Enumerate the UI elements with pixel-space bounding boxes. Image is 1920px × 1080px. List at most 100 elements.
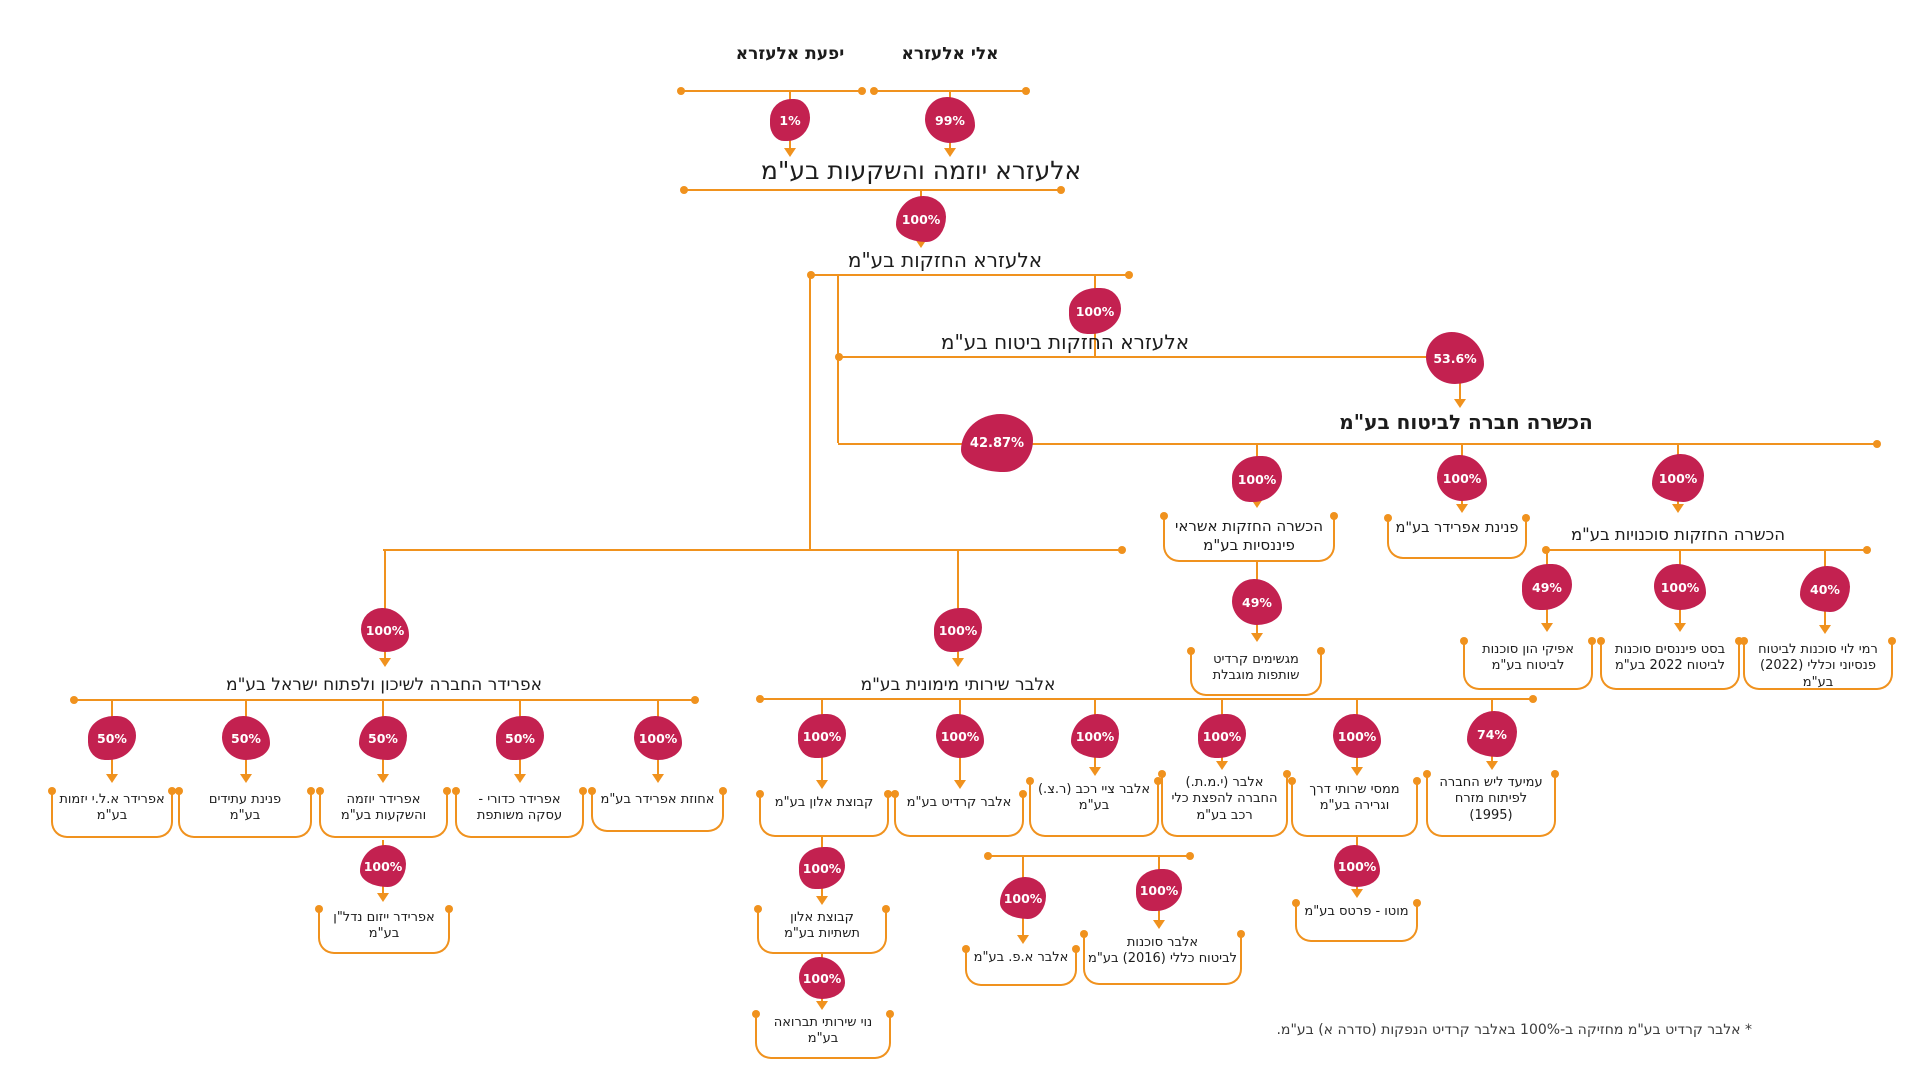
company-name-hachshara: הכשרה חברה לביטוח בע"מ bbox=[1339, 410, 1593, 434]
connector-line bbox=[384, 549, 386, 659]
ownership-pct-blob: 1% bbox=[770, 99, 810, 141]
arrow-down-icon bbox=[952, 658, 964, 667]
arrow-down-icon bbox=[1486, 761, 1498, 770]
company-bracket-credit-fin: הכשרה החזקות אשראי פיננסיות בע"מ bbox=[1160, 512, 1338, 562]
company-bracket-alon-infra: קבוצת אלון תשתיות בע"מ bbox=[754, 905, 890, 954]
ownership-pct-blob: 100% bbox=[361, 608, 409, 652]
arrow-down-icon bbox=[1089, 767, 1101, 776]
arrow-down-icon bbox=[816, 896, 828, 905]
arrow-down-icon bbox=[1351, 767, 1363, 776]
ownership-pct-blob: 100% bbox=[1333, 714, 1381, 758]
company-bracket-albar-yamat: אלבר (י.מ.ת.) החברה להפצת כלי רכב בע"מ bbox=[1158, 770, 1291, 837]
arrow-down-icon bbox=[1351, 889, 1363, 898]
company-bracket-amiad: עמיעד ליש החברה לפיתוח מזרח (1995) bbox=[1423, 770, 1559, 837]
arrow-down-icon bbox=[1819, 625, 1831, 634]
company-bracket-afridar-yizum: אפרידר ייזום נדל"ן בע"מ bbox=[315, 905, 453, 954]
connector-line bbox=[957, 549, 959, 659]
company-name-ins-holdings: אלעזרא החזקות ביטוח בע"מ bbox=[940, 330, 1190, 354]
company-bracket-albar-af: אלבר א.פ. בע"מ bbox=[962, 945, 1080, 986]
ownership-pct-blob: 40% bbox=[1800, 566, 1850, 612]
connector-line bbox=[756, 695, 1537, 703]
company-bracket-afikei-hon: אפיקי הון סוכנות לביטוח בע"מ bbox=[1460, 637, 1596, 690]
arrow-down-icon bbox=[379, 658, 391, 667]
connector-line bbox=[809, 274, 811, 551]
connector-line bbox=[70, 696, 699, 704]
connector-line bbox=[1542, 546, 1871, 554]
ownership-pct-blob: 50% bbox=[496, 716, 544, 760]
company-bracket-alon-group: קבוצת אלון בע"מ bbox=[756, 790, 892, 837]
arrow-down-icon bbox=[652, 774, 664, 783]
company-name-yifat: יפעת אלעזרא bbox=[735, 44, 845, 64]
ownership-pct-blob: 100% bbox=[1069, 288, 1121, 334]
company-bracket-rami-levi: רמי לוי סוכנות לביטוח פנסיוני וכללי (202… bbox=[1740, 637, 1896, 690]
ownership-pct-blob: 50% bbox=[359, 716, 407, 760]
ownership-pct-blob: 100% bbox=[1654, 564, 1706, 610]
arrow-down-icon bbox=[1251, 499, 1263, 508]
company-bracket-albar-fleets: אלבר ציי רכב (ר.צ.) בע"מ bbox=[1026, 777, 1162, 837]
connector-line bbox=[383, 546, 1126, 554]
ownership-pct-blob: 100% bbox=[1652, 454, 1704, 502]
connector-line bbox=[984, 852, 1194, 860]
ownership-pct-blob: 100% bbox=[1198, 714, 1246, 758]
company-bracket-noy: נוי שירותי תברואה בע"מ bbox=[752, 1010, 894, 1059]
company-bracket-mamsi: ממסי שרותי דרך וגרירה בע"מ bbox=[1288, 777, 1421, 837]
ownership-pct-blob: 100% bbox=[1232, 456, 1282, 502]
ownership-pct-blob: 42.87% bbox=[961, 414, 1033, 472]
ownership-pct-blob: 100% bbox=[934, 608, 982, 652]
company-name-holdings: אלעזרא החזקות בע"מ bbox=[847, 248, 1043, 272]
arrow-down-icon bbox=[1216, 761, 1228, 770]
ownership-pct-blob: 100% bbox=[798, 714, 846, 758]
arrow-down-icon bbox=[784, 148, 796, 157]
ownership-pct-blob: 100% bbox=[896, 196, 946, 242]
ownership-pct-blob: 49% bbox=[1232, 579, 1282, 625]
arrow-down-icon bbox=[514, 774, 526, 783]
arrow-down-icon bbox=[1251, 633, 1263, 642]
connector-line bbox=[838, 440, 1881, 448]
arrow-down-icon bbox=[106, 774, 118, 783]
arrow-down-icon bbox=[1456, 504, 1468, 513]
ownership-pct-blob: 100% bbox=[799, 957, 845, 999]
company-name-eli: אלי אלעזרא bbox=[901, 44, 999, 64]
company-bracket-pninat-afridar: פנינת אפרידר בע"מ bbox=[1384, 514, 1530, 559]
arrow-down-icon bbox=[1017, 935, 1029, 944]
ownership-pct-blob: 74% bbox=[1467, 711, 1517, 757]
ownership-pct-blob: 50% bbox=[88, 716, 136, 760]
company-bracket-afridar-ali: אפרידר א.ל.י יזמות בע"מ bbox=[48, 787, 176, 838]
ownership-pct-blob: 50% bbox=[222, 716, 270, 760]
arrow-down-icon bbox=[1674, 623, 1686, 632]
connector-line bbox=[835, 353, 1452, 361]
arrow-down-icon bbox=[377, 774, 389, 783]
company-bracket-moto: מוטו - פרטס בע"מ bbox=[1292, 899, 1421, 942]
arrow-down-icon bbox=[1541, 623, 1553, 632]
connector-line bbox=[837, 274, 839, 443]
ownership-pct-blob: 49% bbox=[1522, 564, 1572, 610]
company-bracket-afridar-yozma: אפרידר יוזמה והשקעות בע"מ bbox=[316, 787, 451, 838]
arrow-down-icon bbox=[240, 774, 252, 783]
company-name-albar: אלבר שירותי מימונית בע"מ bbox=[860, 675, 1056, 695]
ownership-pct-blob: 100% bbox=[1071, 714, 1119, 758]
ownership-pct-blob: 100% bbox=[1437, 455, 1487, 501]
company-bracket-best-finances: בסט פיננסים סוכנות לביטוח 2022 בע"מ bbox=[1597, 637, 1743, 690]
arrow-down-icon bbox=[944, 148, 956, 157]
company-name-afridar: אפרידר החברה לשיכון ולפתוח ישראל בע"מ bbox=[226, 675, 542, 695]
company-bracket-ahuzat-afridar: אחוזת אפרידר בע"מ bbox=[588, 787, 727, 832]
company-bracket-afridar-kaduri: אפרידר כדורי - עסקה משותפת bbox=[452, 787, 587, 838]
ownership-pct-blob: 100% bbox=[634, 716, 682, 760]
ownership-pct-blob: 100% bbox=[936, 714, 984, 758]
connector-line bbox=[807, 271, 1133, 279]
ownership-pct-blob: 100% bbox=[1334, 845, 1380, 887]
connector-line bbox=[677, 87, 866, 95]
company-name-initiative: אלעזרא יוזמה והשקעות בע"מ bbox=[760, 156, 1082, 185]
company-bracket-magshimim: מגשימים קרדיט שותפות מוגבלת bbox=[1187, 647, 1325, 696]
footnote-text: * אלבר קרדיט בע"מ מחזיקה ב-100% באלבר קר… bbox=[1276, 1022, 1752, 1038]
arrow-down-icon bbox=[816, 1001, 828, 1010]
ownership-pct-blob: 53.6% bbox=[1426, 332, 1484, 384]
company-bracket-pninat-atidim: פנינת עתידים בע"מ bbox=[175, 787, 315, 838]
arrow-down-icon bbox=[915, 239, 927, 248]
arrow-down-icon bbox=[1454, 399, 1466, 408]
ownership-pct-blob: 100% bbox=[799, 847, 845, 889]
ownership-pct-blob: 100% bbox=[1136, 869, 1182, 911]
company-bracket-albar-agency: אלבר סוכנות לביטוח כללי (2016) בע"מ bbox=[1080, 930, 1245, 985]
ownership-pct-blob: 100% bbox=[360, 845, 406, 887]
